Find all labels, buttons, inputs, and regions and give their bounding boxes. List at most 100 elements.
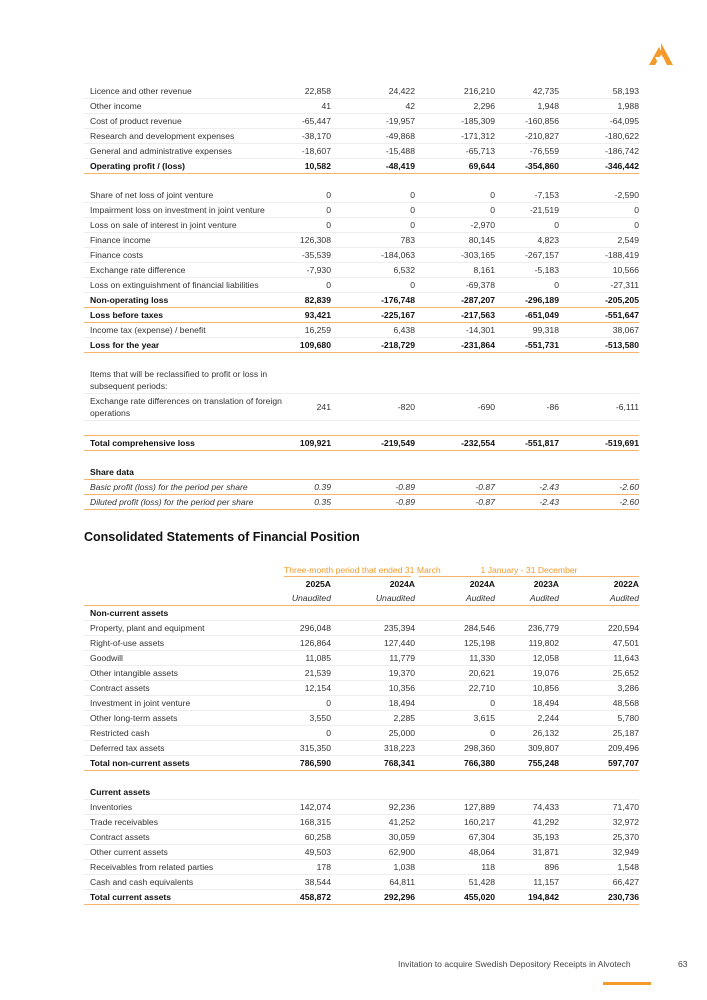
row-value: 49,503	[284, 844, 331, 860]
row-label: Loss before taxes	[84, 307, 284, 323]
table-row: Receivables from related parties 178 1,038…	[84, 859, 640, 875]
row-value: -354,860	[495, 158, 559, 174]
row-value: -35,539	[284, 247, 331, 263]
row-value: -76,559	[495, 143, 559, 159]
total-row: Loss before taxes 93,421 -225,167 -217,563-…	[84, 307, 639, 323]
row-value: 230,736	[559, 889, 640, 905]
row-label: Basic profit (loss) for the period per s…	[84, 479, 284, 495]
row-label: Operating profit / (loss)	[84, 158, 284, 174]
row-value: 315,350	[284, 740, 331, 756]
group-three-month: Three-month period that ended 31 March	[284, 552, 441, 577]
row-value: -231,864	[415, 337, 495, 353]
row-label: Other long-term assets	[84, 710, 284, 726]
row-value: 1,548	[559, 859, 640, 875]
row-value: -38,170	[284, 128, 331, 144]
row-value: 11,643	[559, 650, 640, 666]
row-value	[415, 465, 495, 480]
row-value: 51,428	[415, 874, 496, 890]
row-value: -232,554	[415, 435, 495, 451]
row-value: -65,713	[415, 143, 495, 159]
spacer	[84, 451, 639, 466]
table-row: Diluted profit (loss) for the period per…	[84, 494, 639, 510]
audit-status: Audited	[415, 591, 496, 606]
row-value: 8,161	[415, 262, 495, 278]
spacer-row	[84, 771, 639, 786]
spacer-row	[84, 421, 639, 436]
row-value: -690	[415, 393, 495, 421]
row-value: 64,811	[331, 874, 416, 890]
table-row: Exchange rate difference -7,930 6,532 8,161…	[84, 262, 639, 278]
row-label: Other income	[84, 98, 284, 114]
table-row: Contract assets 60,258 30,059 67,304 35,193 2…	[84, 829, 640, 845]
row-value: -0.87	[415, 479, 495, 495]
financial-position-table: Three-month period that ended 31 March 1…	[84, 552, 640, 905]
row-value: -6,111	[559, 393, 639, 421]
row-value: -21,519	[495, 202, 559, 218]
row-value: 42	[331, 98, 415, 114]
row-value: 3,286	[559, 680, 640, 696]
row-value: 1,948	[495, 98, 559, 114]
row-value: 118	[415, 859, 496, 875]
row-label: Trade receivables	[84, 814, 284, 830]
year-header: 2024A	[389, 579, 416, 589]
row-label: Impairment loss on investment in joint v…	[84, 202, 284, 218]
group-full-year: 1 January - 31 December	[411, 552, 640, 577]
row-value: 216,210	[415, 84, 495, 99]
row-value: -225,167	[331, 307, 415, 323]
row-value: 82,839	[284, 292, 331, 308]
row-value: 235,394	[331, 620, 416, 636]
row-value: 4,823	[495, 232, 559, 248]
row-label: Loss for the year	[84, 337, 284, 353]
table-row: Finance income 126,308 783 80,145 4,823 2,549	[84, 232, 639, 248]
row-label: Contract assets	[84, 680, 284, 696]
audit-status: Unaudited	[284, 591, 331, 606]
row-value: 67,304	[415, 829, 496, 845]
row-value: 6,438	[331, 322, 415, 338]
row-value: -176,748	[331, 292, 415, 308]
row-value: 48,064	[415, 844, 496, 860]
row-value	[284, 465, 331, 480]
row-value: 0	[495, 217, 559, 233]
row-label: Property, plant and equipment	[84, 620, 284, 636]
row-value: -219,549	[331, 435, 415, 451]
row-value: 62,900	[331, 844, 416, 860]
row-value: 126,308	[284, 232, 331, 248]
total-row: Total non-current assets 786,590 768,341 76…	[84, 755, 640, 771]
row-value: 0	[415, 695, 496, 711]
row-label: Goodwill	[84, 650, 284, 666]
row-value: 0	[559, 202, 639, 218]
row-label: Licence and other revenue	[84, 84, 284, 99]
row-value: -5,183	[495, 262, 559, 278]
row-label: Items that will be reclassified to profi…	[84, 367, 284, 394]
audit-status: Audited	[495, 591, 560, 606]
row-value: -0.89	[331, 479, 415, 495]
audit-status: Audited	[559, 591, 640, 606]
row-value: 21,539	[284, 665, 331, 681]
year-header: 2024A	[469, 579, 496, 589]
row-value: 25,370	[559, 829, 640, 845]
row-value: 41,252	[331, 814, 416, 830]
table-row: Loss on extinguishment of financial liab…	[84, 277, 639, 293]
income-statement-body: Licence and other revenue 22,858 24,422 216…	[84, 84, 639, 510]
row-value: -184,063	[331, 247, 415, 263]
row-value: 38,544	[284, 874, 331, 890]
table-row: Other income 41 42 2,296 1,948 1,988	[84, 98, 639, 114]
row-value: -519,691	[559, 435, 639, 451]
row-value: 10,356	[331, 680, 416, 696]
table-row: Other long-term assets 3,550 2,285 3,615 2,2…	[84, 710, 640, 726]
table-row: Items that will be reclassified to profi…	[84, 367, 639, 394]
row-value: 12,154	[284, 680, 331, 696]
row-value: 80,145	[415, 232, 495, 248]
table-row: Licence and other revenue 22,858 24,422 216…	[84, 84, 639, 99]
row-value: 119,802	[495, 635, 560, 651]
row-value	[284, 605, 331, 621]
table-row: Trade receivables 168,315 41,252 160,217 41,…	[84, 814, 640, 830]
row-value	[415, 785, 496, 800]
year-header: 2025A	[305, 579, 331, 589]
row-value: 30,059	[331, 829, 416, 845]
row-value: -205,205	[559, 292, 639, 308]
row-value: 0	[331, 277, 415, 293]
row-value: 109,680	[284, 337, 331, 353]
table-row: Basic profit (loss) for the period per s…	[84, 479, 639, 495]
row-value	[331, 465, 415, 480]
